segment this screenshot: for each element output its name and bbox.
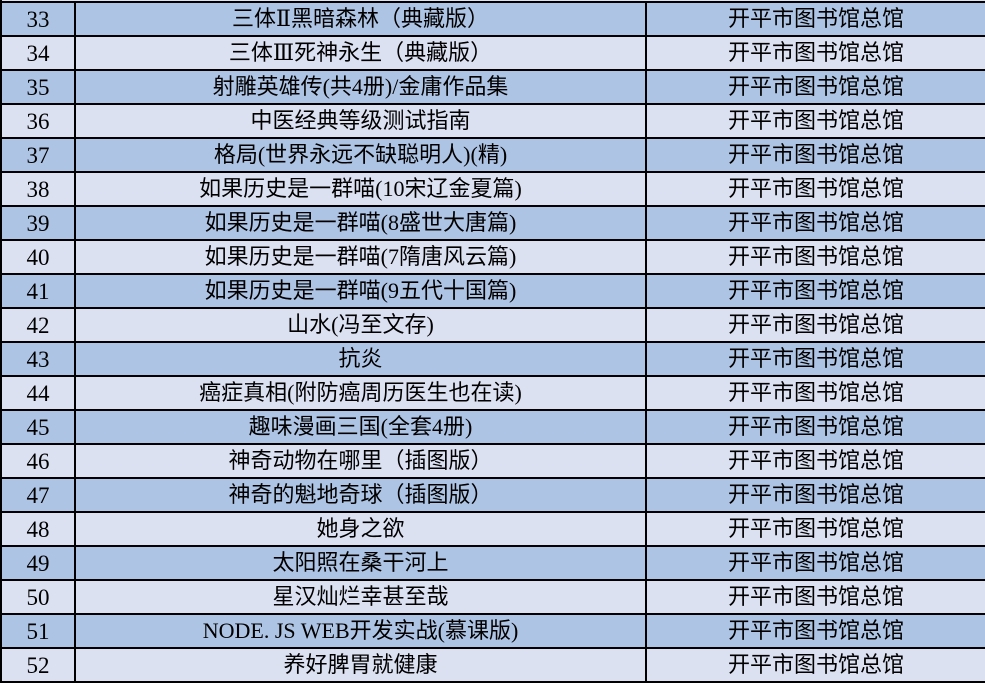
book-title-cell[interactable]: 三体Ⅲ死神永生（典藏版） — [76, 37, 647, 69]
library-cell[interactable]: 开平市图书馆总馆 — [727, 516, 904, 541]
table-row: 52 养好脾胃就健康 开平市图书馆总馆 — [2, 649, 985, 683]
table-row: 34 三体Ⅲ死神永生（典藏版） 开平市图书馆总馆 — [2, 37, 985, 71]
library-cell[interactable]: 开平市图书馆总馆 — [727, 584, 904, 609]
table-row: 49 太阳照在桑干河上 开平市图书馆总馆 — [2, 547, 985, 581]
library-cell[interactable]: 开平市图书馆总馆 — [727, 142, 904, 167]
library-cell[interactable]: 开平市图书馆总馆 — [727, 108, 904, 133]
row-number-cell[interactable]: 34 — [2, 37, 76, 69]
book-title-cell[interactable]: NODE. JS WEB开发实战(慕课版) — [76, 615, 647, 647]
library-cell[interactable]: 开平市图书馆总馆 — [727, 346, 904, 371]
library-cell[interactable]: 开平市图书馆总馆 — [727, 380, 904, 405]
table-row: 35 射雕英雄传(共4册)/金庸作品集 开平市图书馆总馆 — [2, 71, 985, 105]
table-row: 40 如果历史是一群喵(7隋唐风云篇) 开平市图书馆总馆 — [2, 241, 985, 275]
book-title-cell[interactable]: 中医经典等级测试指南 — [76, 105, 647, 137]
book-title-cell[interactable]: 如果历史是一群喵(10宋辽金夏篇) — [76, 173, 647, 205]
row-number-cell[interactable]: 42 — [2, 309, 76, 341]
table-row: 48 她身之欲 开平市图书馆总馆 — [2, 513, 985, 547]
book-title-cell[interactable]: 养好脾胃就健康 — [76, 649, 647, 681]
row-number-cell[interactable]: 45 — [2, 411, 76, 443]
table-row: 37 格局(世界永远不缺聪明人)(精) 开平市图书馆总馆 — [2, 139, 985, 173]
book-title-cell[interactable]: 神奇动物在哪里（插图版） — [76, 445, 647, 477]
library-cell[interactable]: 开平市图书馆总馆 — [727, 278, 904, 303]
row-number-cell[interactable]: 48 — [2, 513, 76, 545]
table-row: 46 神奇动物在哪里（插图版） 开平市图书馆总馆 — [2, 445, 985, 479]
book-title-cell[interactable]: 射雕英雄传(共4册)/金庸作品集 — [76, 71, 647, 103]
row-number-cell[interactable]: 46 — [2, 445, 76, 477]
row-number-cell[interactable]: 50 — [2, 581, 76, 613]
library-cell[interactable]: 开平市图书馆总馆 — [727, 40, 904, 65]
table-row: 42 山水(冯至文存) 开平市图书馆总馆 — [2, 309, 985, 343]
book-title-cell[interactable]: 三体Ⅱ黑暗森林（典藏版） — [76, 3, 647, 35]
row-number-cell[interactable]: 38 — [2, 173, 76, 205]
row-number-cell[interactable]: 33 — [2, 3, 76, 35]
library-cell[interactable]: 开平市图书馆总馆 — [727, 482, 904, 507]
library-cell[interactable]: 开平市图书馆总馆 — [727, 244, 904, 269]
row-number-cell[interactable]: 51 — [2, 615, 76, 647]
book-title-cell[interactable]: 山水(冯至文存) — [76, 309, 647, 341]
library-cell[interactable]: 开平市图书馆总馆 — [727, 448, 904, 473]
book-title-cell[interactable]: 如果历史是一群喵(8盛世大唐篇) — [76, 207, 647, 239]
row-number-cell[interactable]: 43 — [2, 343, 76, 375]
row-number-cell[interactable]: 35 — [2, 71, 76, 103]
library-cell[interactable]: 开平市图书馆总馆 — [727, 550, 904, 575]
table-row: 47 神奇的魁地奇球（插图版） 开平市图书馆总馆 — [2, 479, 985, 513]
table-body: 33 三体Ⅱ黑暗森林（典藏版） 开平市图书馆总馆 34 三体Ⅲ死神永生（典藏版）… — [2, 3, 985, 683]
row-number-cell[interactable]: 52 — [2, 649, 76, 681]
table-row: 45 趣味漫画三国(全套4册) 开平市图书馆总馆 — [2, 411, 985, 445]
partial-row-above — [2, 0, 985, 3]
table-row: 50 星汉灿烂幸甚至哉 开平市图书馆总馆 — [2, 581, 985, 615]
book-title-cell[interactable]: 抗炎 — [76, 343, 647, 375]
library-cell[interactable]: 开平市图书馆总馆 — [727, 6, 904, 31]
library-cell[interactable]: 开平市图书馆总馆 — [727, 312, 904, 337]
table-row: 39 如果历史是一群喵(8盛世大唐篇) 开平市图书馆总馆 — [2, 207, 985, 241]
library-cell[interactable]: 开平市图书馆总馆 — [727, 414, 904, 439]
library-cell[interactable]: 开平市图书馆总馆 — [727, 618, 904, 643]
table-row: 38 如果历史是一群喵(10宋辽金夏篇) 开平市图书馆总馆 — [2, 173, 985, 207]
book-title-cell[interactable]: 趣味漫画三国(全套4册) — [76, 411, 647, 443]
row-number-cell[interactable]: 39 — [2, 207, 76, 239]
library-cell[interactable]: 开平市图书馆总馆 — [727, 176, 904, 201]
table-row: 41 如果历史是一群喵(9五代十国篇) 开平市图书馆总馆 — [2, 275, 985, 309]
book-title-cell[interactable]: 太阳照在桑干河上 — [76, 547, 647, 579]
book-title-cell[interactable]: 神奇的魁地奇球（插图版） — [76, 479, 647, 511]
book-title-cell[interactable]: 格局(世界永远不缺聪明人)(精) — [76, 139, 647, 171]
row-number-cell[interactable]: 40 — [2, 241, 76, 273]
row-number-cell[interactable]: 49 — [2, 547, 76, 579]
row-number-cell[interactable]: 37 — [2, 139, 76, 171]
row-number-cell[interactable]: 44 — [2, 377, 76, 409]
book-title-cell[interactable]: 星汉灿烂幸甚至哉 — [76, 581, 647, 613]
table-row: 36 中医经典等级测试指南 开平市图书馆总馆 — [2, 105, 985, 139]
table-row: 51 NODE. JS WEB开发实战(慕课版) 开平市图书馆总馆 — [2, 615, 985, 649]
book-title-cell[interactable]: 如果历史是一群喵(7隋唐风云篇) — [76, 241, 647, 273]
book-title-cell[interactable]: 如果历史是一群喵(9五代十国篇) — [76, 275, 647, 307]
book-title-cell[interactable]: 她身之欲 — [76, 513, 647, 545]
library-cell[interactable]: 开平市图书馆总馆 — [727, 210, 904, 235]
row-number-cell[interactable]: 36 — [2, 105, 76, 137]
table-row: 44 癌症真相(附防癌周历医生也在读) 开平市图书馆总馆 — [2, 377, 985, 411]
row-number-cell[interactable]: 47 — [2, 479, 76, 511]
book-title-cell[interactable]: 癌症真相(附防癌周历医生也在读) — [76, 377, 647, 409]
table-row: 33 三体Ⅱ黑暗森林（典藏版） 开平市图书馆总馆 — [2, 3, 985, 37]
library-cell[interactable]: 开平市图书馆总馆 — [727, 74, 904, 99]
table-row: 43 抗炎 开平市图书馆总馆 — [2, 343, 985, 377]
library-cell[interactable]: 开平市图书馆总馆 — [727, 652, 904, 677]
row-number-cell[interactable]: 41 — [2, 275, 76, 307]
